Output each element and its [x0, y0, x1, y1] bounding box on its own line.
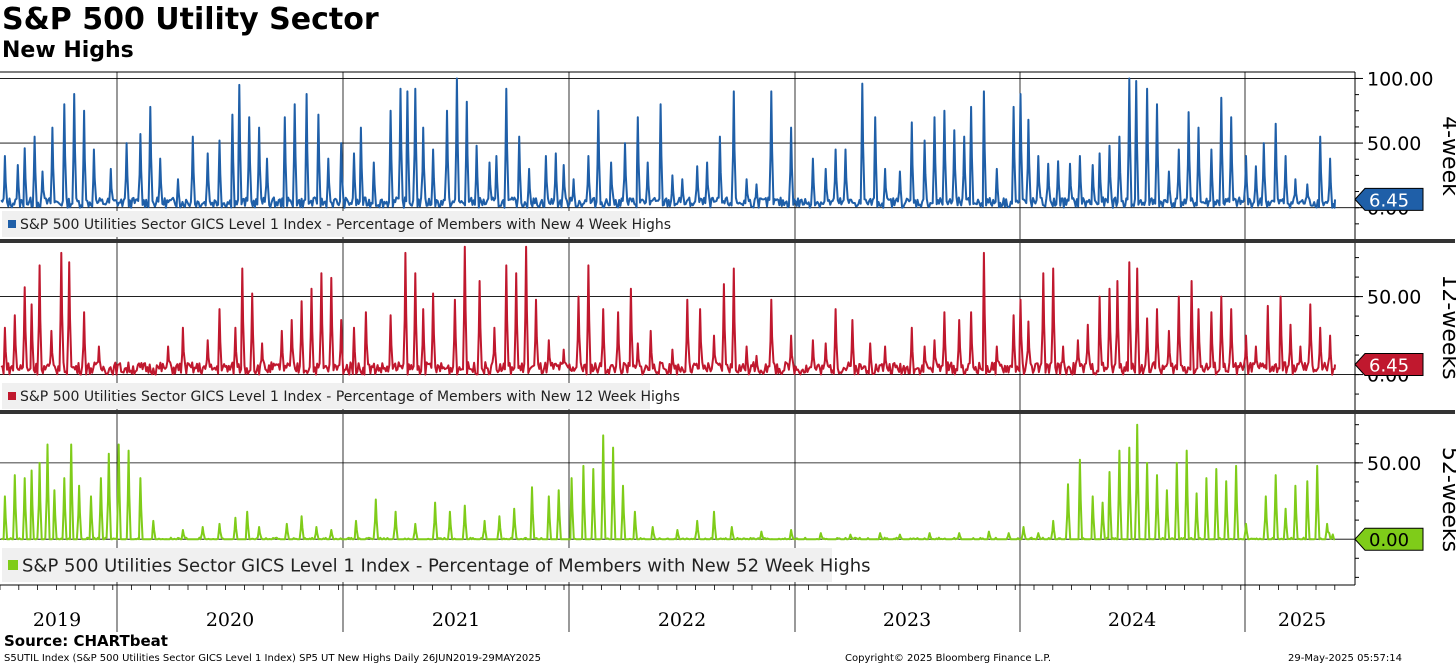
- copyright-text: Copyright© 2025 Bloomberg Finance L.P.: [845, 653, 1052, 664]
- legend-box: [2, 211, 640, 237]
- x-tick-label: 2019: [33, 609, 81, 631]
- y-axis-title: 52-weeks: [1437, 447, 1456, 552]
- legend-swatch: [8, 392, 16, 400]
- last-value-tag-shape: [1354, 353, 1424, 377]
- series-line-4-week: [0, 77, 1336, 209]
- x-tick-label: 2020: [206, 609, 254, 631]
- source-label: Source: CHARTbeat: [4, 632, 168, 650]
- legend-label: S&P 500 Utilities Sector GICS Level 1 In…: [20, 389, 680, 405]
- x-tick-label: 2025: [1278, 609, 1326, 631]
- series-line-52-weeks: [0, 423, 1335, 541]
- last-value-tag: 6.45: [1354, 187, 1424, 211]
- last-value-text: 6.45: [1369, 356, 1409, 377]
- x-tick-label: 2023: [883, 609, 931, 631]
- y-tick-label: 50.00: [1367, 453, 1421, 475]
- y-axis-title: 12-weeks: [1437, 274, 1456, 379]
- timestamp-text: 29-May-2025 05:57:14: [1288, 653, 1402, 664]
- last-value-tag: 0.00: [1354, 527, 1424, 551]
- series-line-12-weeks: [0, 245, 1336, 376]
- y-tick-label: 100.00: [1367, 68, 1433, 90]
- x-tick-label: 2024: [1108, 609, 1156, 631]
- security-description: S5UTIL Index (S&P 500 Utilities Sector G…: [4, 653, 542, 664]
- panel-separator: [0, 410, 1455, 414]
- legend-label: S&P 500 Utilities Sector GICS Level 1 In…: [22, 555, 871, 576]
- last-value-tag-shape: [1354, 527, 1424, 551]
- x-tick-label: 2022: [658, 609, 706, 631]
- legend-box: [2, 548, 832, 582]
- legend-label: S&P 500 Utilities Sector GICS Level 1 In…: [20, 217, 671, 233]
- y-tick-label: 50.00: [1367, 287, 1421, 309]
- legend-swatch: [8, 560, 18, 570]
- last-value-tag: 6.45: [1354, 353, 1424, 377]
- x-tick-label: 2021: [432, 609, 480, 631]
- y-tick-label: 50.00: [1367, 133, 1421, 155]
- legend-swatch: [8, 220, 16, 228]
- chart-title: S&P 500 Utility Sector: [2, 2, 379, 37]
- last-value-text: 6.45: [1369, 190, 1409, 211]
- chart-subtitle: New Highs: [2, 38, 134, 63]
- panel-separator: [0, 239, 1455, 243]
- last-value-text: 0.00: [1369, 530, 1409, 551]
- last-value-tag-shape: [1354, 187, 1424, 211]
- y-axis-title: 4-week: [1437, 116, 1456, 196]
- legend-box: [2, 383, 650, 409]
